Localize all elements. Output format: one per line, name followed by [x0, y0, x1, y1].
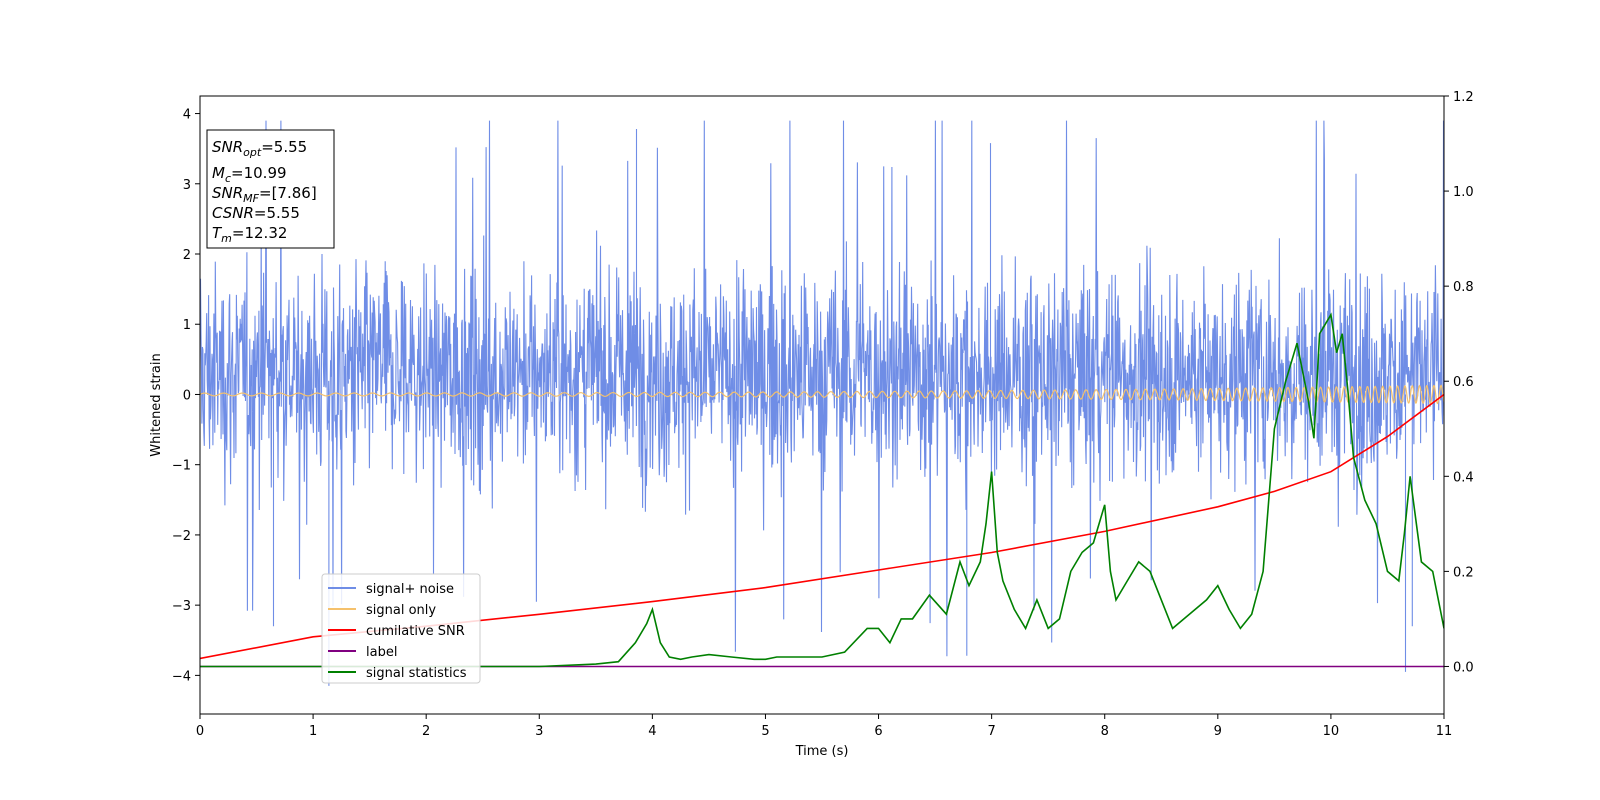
annotation-line: Mc=10.99	[212, 164, 287, 185]
annotation-line: CSNR=5.55	[212, 204, 300, 222]
legend-label: label	[366, 645, 397, 660]
y-left-tick-label: −1	[172, 459, 191, 474]
x-tick-label: 0	[196, 724, 204, 739]
annotation-line: Tm=12.32	[212, 224, 287, 245]
x-axis-label: Time (s)	[795, 744, 849, 759]
series-signal-only	[200, 384, 1444, 405]
plot-frame	[199, 95, 1445, 715]
y-left-tick-label: 3	[183, 178, 191, 193]
x-tick-label: 4	[648, 724, 656, 739]
x-tick-label: 2	[422, 724, 430, 739]
x-tick-label: 8	[1101, 724, 1109, 739]
x-tick-label: 5	[761, 724, 769, 739]
y-left-tick-label: 4	[183, 108, 191, 123]
y-right-tick-label: 0.2	[1453, 565, 1474, 580]
legend-label: signal+ noise	[366, 582, 454, 597]
series-signal-statistics	[200, 312, 1444, 668]
annotation-frame	[206, 129, 335, 249]
series-signal-noise	[200, 120, 1444, 686]
y-left-tick-label: −3	[172, 599, 191, 614]
y-right-tick-label: 0.0	[1453, 660, 1474, 675]
y-left-tick-label: −2	[172, 529, 191, 544]
y-axis-label-left: Whitened strain	[149, 353, 164, 456]
y-axis-right: 0.0 0.2 0.4 0.6 0.8 1.0 1.2	[1444, 90, 1474, 675]
y-axis-left: −4 −3 −2 −1 0 1 2 3 4	[172, 108, 200, 684]
y-left-tick-label: −4	[172, 669, 191, 684]
x-tick-label: 7	[987, 724, 995, 739]
annotation-box: SNRopt=5.55 Mc=10.99SNRMF=[7.86]CSNR=5.55…	[206, 129, 335, 249]
y-left-tick-label: 1	[183, 318, 191, 333]
y-left-tick-label: 0	[183, 388, 191, 403]
x-tick-label: 1	[309, 724, 317, 739]
y-left-tick-label: 2	[183, 248, 191, 263]
x-tick-label: 11	[1436, 724, 1453, 739]
x-tick-label: 10	[1323, 724, 1340, 739]
x-axis: 0 1 2 3 4 5 6 7 8 9 10 11	[196, 714, 1452, 739]
x-tick-label: 3	[535, 724, 543, 739]
annotation-line: SNRMF=[7.86]	[212, 184, 317, 205]
y-right-tick-label: 1.2	[1453, 90, 1474, 105]
legend-label: signal only	[366, 603, 436, 618]
legend-frame	[321, 573, 481, 684]
y-right-tick-label: 0.6	[1453, 375, 1474, 390]
legend-label: signal statistics	[366, 666, 467, 681]
legend-label: cumilative SNR	[366, 624, 465, 639]
y-right-tick-label: 1.0	[1453, 185, 1474, 200]
annotation-line: SNRopt=5.55	[212, 138, 307, 159]
x-tick-label: 9	[1214, 724, 1222, 739]
plot-series	[200, 120, 1444, 686]
y-right-tick-label: 0.4	[1453, 470, 1474, 485]
y-right-tick-label: 0.8	[1453, 280, 1474, 295]
x-tick-label: 6	[874, 724, 882, 739]
legend: signal+ noise signal only cumilative SNR la…	[321, 573, 481, 684]
